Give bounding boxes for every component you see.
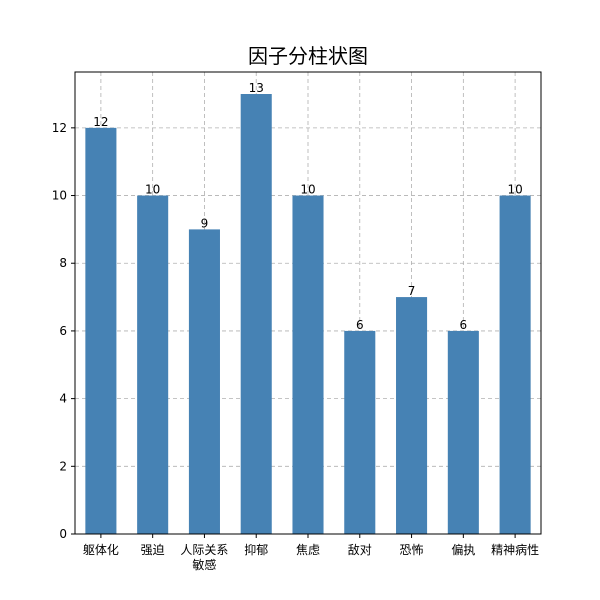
x-tick-label: 恐怖 xyxy=(400,542,424,557)
x-tick-label: 敌对 xyxy=(348,542,372,557)
bar xyxy=(240,94,272,534)
bar xyxy=(396,297,428,534)
y-tick-label: 2 xyxy=(59,459,67,473)
x-tick-label: 躯体化 xyxy=(83,542,119,557)
bar-value-label: 10 xyxy=(507,183,522,197)
bars xyxy=(85,94,531,535)
y-tick-label: 10 xyxy=(52,189,67,203)
y-tick-label: 6 xyxy=(59,324,67,338)
y-tick-label: 12 xyxy=(52,121,67,135)
y-tick-label: 4 xyxy=(59,392,67,406)
x-tick-label: 偏执 xyxy=(451,542,475,557)
x-tick-label: 抑郁 xyxy=(244,542,268,557)
chart-title: 因子分柱状图 xyxy=(248,44,368,68)
bar-value-label: 7 xyxy=(408,284,416,298)
bar-value-label: 12 xyxy=(93,115,108,129)
bar-value-label: 6 xyxy=(460,318,468,332)
bar xyxy=(447,330,479,534)
bar xyxy=(188,229,220,534)
bar-value-label: 10 xyxy=(300,183,315,197)
x-tick-label: 精神病性 xyxy=(491,542,539,557)
bar-value-label: 9 xyxy=(201,216,209,230)
x-tick-label: 焦虑 xyxy=(296,543,320,557)
bar-value-label: 10 xyxy=(145,183,160,197)
x-tick-label: 强迫 xyxy=(141,543,165,557)
bar xyxy=(85,127,117,534)
bar-value-label: 6 xyxy=(356,318,364,332)
y-tick-label: 8 xyxy=(59,256,67,270)
bar-value-labels: 12 10 9 13 10 6 7 6 10 xyxy=(93,81,523,332)
x-tick-label: 人际关系 xyxy=(180,543,228,557)
bar xyxy=(499,195,531,535)
bar-value-label: 13 xyxy=(249,81,264,95)
bar xyxy=(292,195,324,535)
y-tick-label: 0 xyxy=(59,527,67,541)
bar xyxy=(137,195,169,535)
x-tick-label: 敏感 xyxy=(192,557,216,572)
y-axis-ticks: 0 2 4 6 8 10 12 xyxy=(52,121,75,541)
bar xyxy=(344,330,376,534)
